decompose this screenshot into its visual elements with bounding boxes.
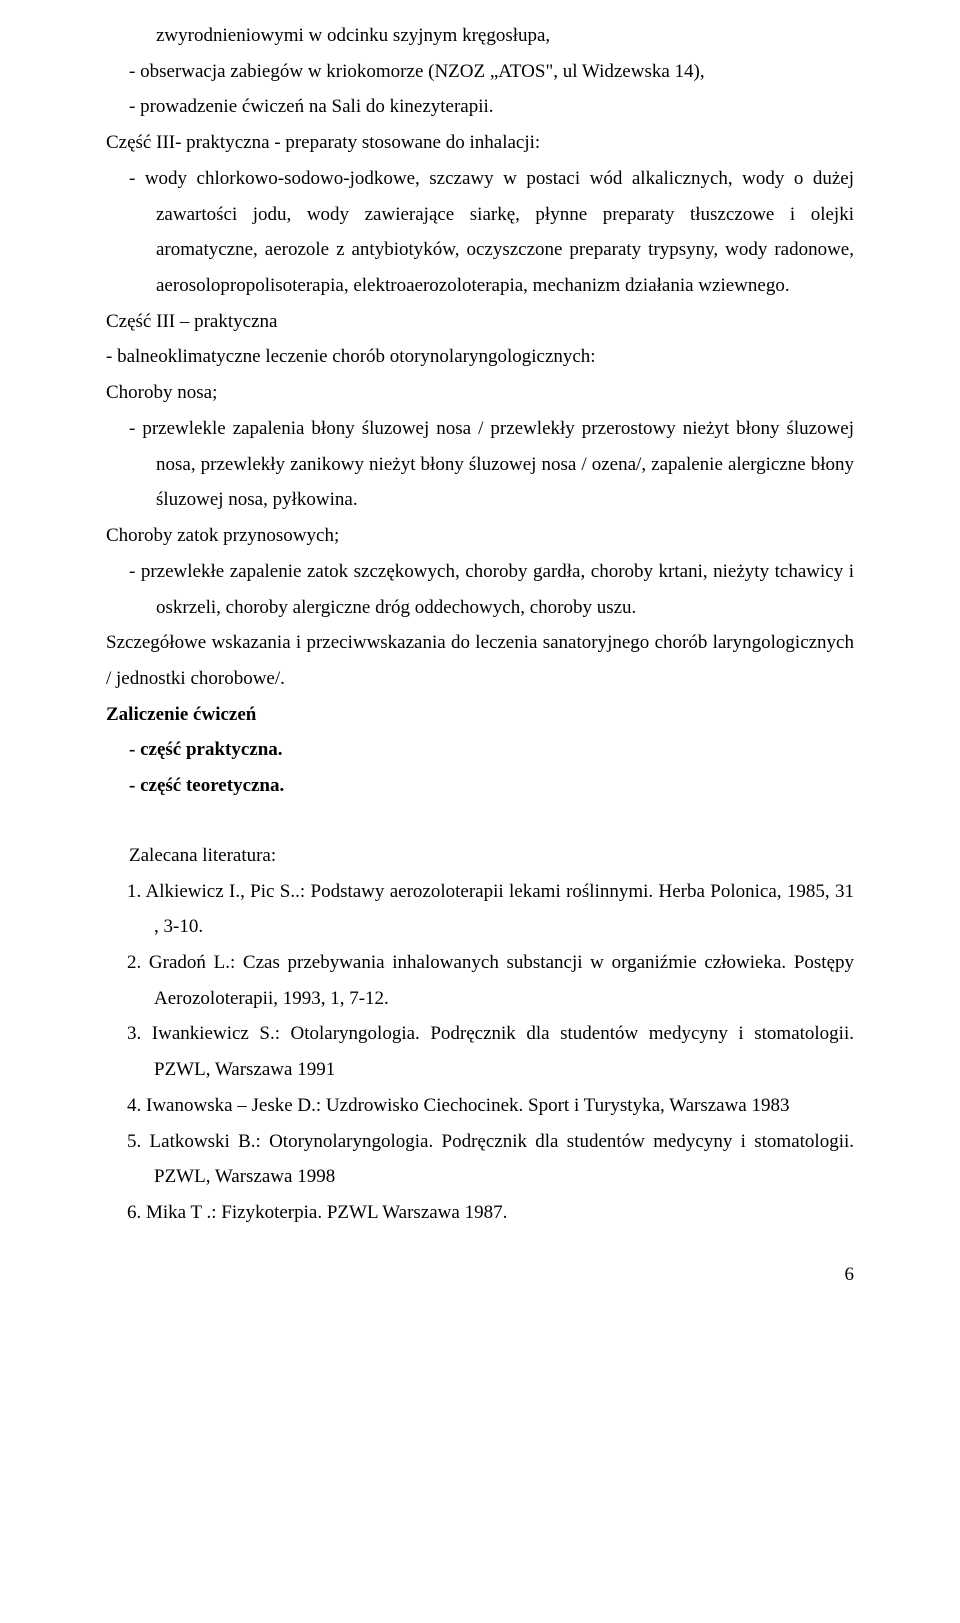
balneo-sub: - balneoklimatyczne leczenie chorób otor… (106, 339, 854, 375)
nose-diseases-heading: Choroby nosa; (106, 375, 854, 411)
nose-diseases-bullet: - przewlekle zapalenia błony śluzowej no… (106, 411, 854, 518)
literature-item-5: 5. Latkowski B.: Otorynolaryngologia. Po… (106, 1124, 854, 1195)
spacer (106, 804, 854, 838)
inhalation-preparations-bullet: - wody chlorkowo-sodowo-jodkowe, szczawy… (106, 161, 854, 304)
literature-item-1: 1. Alkiewicz I., Pic S..: Podstawy aeroz… (106, 874, 854, 945)
page-number: 6 (106, 1231, 854, 1293)
literature-heading: Zalecana literatura: (106, 838, 854, 874)
section-iii-practical-heading: Część III- praktyczna - preparaty stosow… (106, 125, 854, 161)
literature-item-2: 2. Gradoń L.: Czas przebywania inhalowan… (106, 945, 854, 1016)
literature-item-6: 6. Mika T .: Fizykoterpia. PZWL Warszawa… (106, 1195, 854, 1231)
detailed-indications-paragraph: Szczegółowe wskazania i przeciwwskazania… (106, 625, 854, 696)
literature-item-4: 4. Iwanowska – Jeske D.: Uzdrowisko Ciec… (106, 1088, 854, 1124)
top-bullet-3: - prowadzenie ćwiczeń na Sali do kinezyt… (106, 89, 854, 125)
top-bullet-2: - obserwacja zabiegów w kriokomorze (NZO… (106, 54, 854, 90)
credit-theoretical: - część teoretyczna. (106, 768, 854, 804)
section-iii-practical-heading-2: Część III – praktyczna (106, 304, 854, 340)
credit-heading: Zaliczenie ćwiczeń (106, 697, 854, 733)
sinus-diseases-heading: Choroby zatok przynosowych; (106, 518, 854, 554)
top-line-continuation: zwyrodnieniowymi w odcinku szyjnym kręgo… (106, 18, 854, 54)
credit-practical: - część praktyczna. (106, 732, 854, 768)
sinus-diseases-bullet: - przewlekłe zapalenie zatok szczękowych… (106, 554, 854, 625)
literature-item-3: 3. Iwankiewicz S.: Otolaryngologia. Podr… (106, 1016, 854, 1087)
